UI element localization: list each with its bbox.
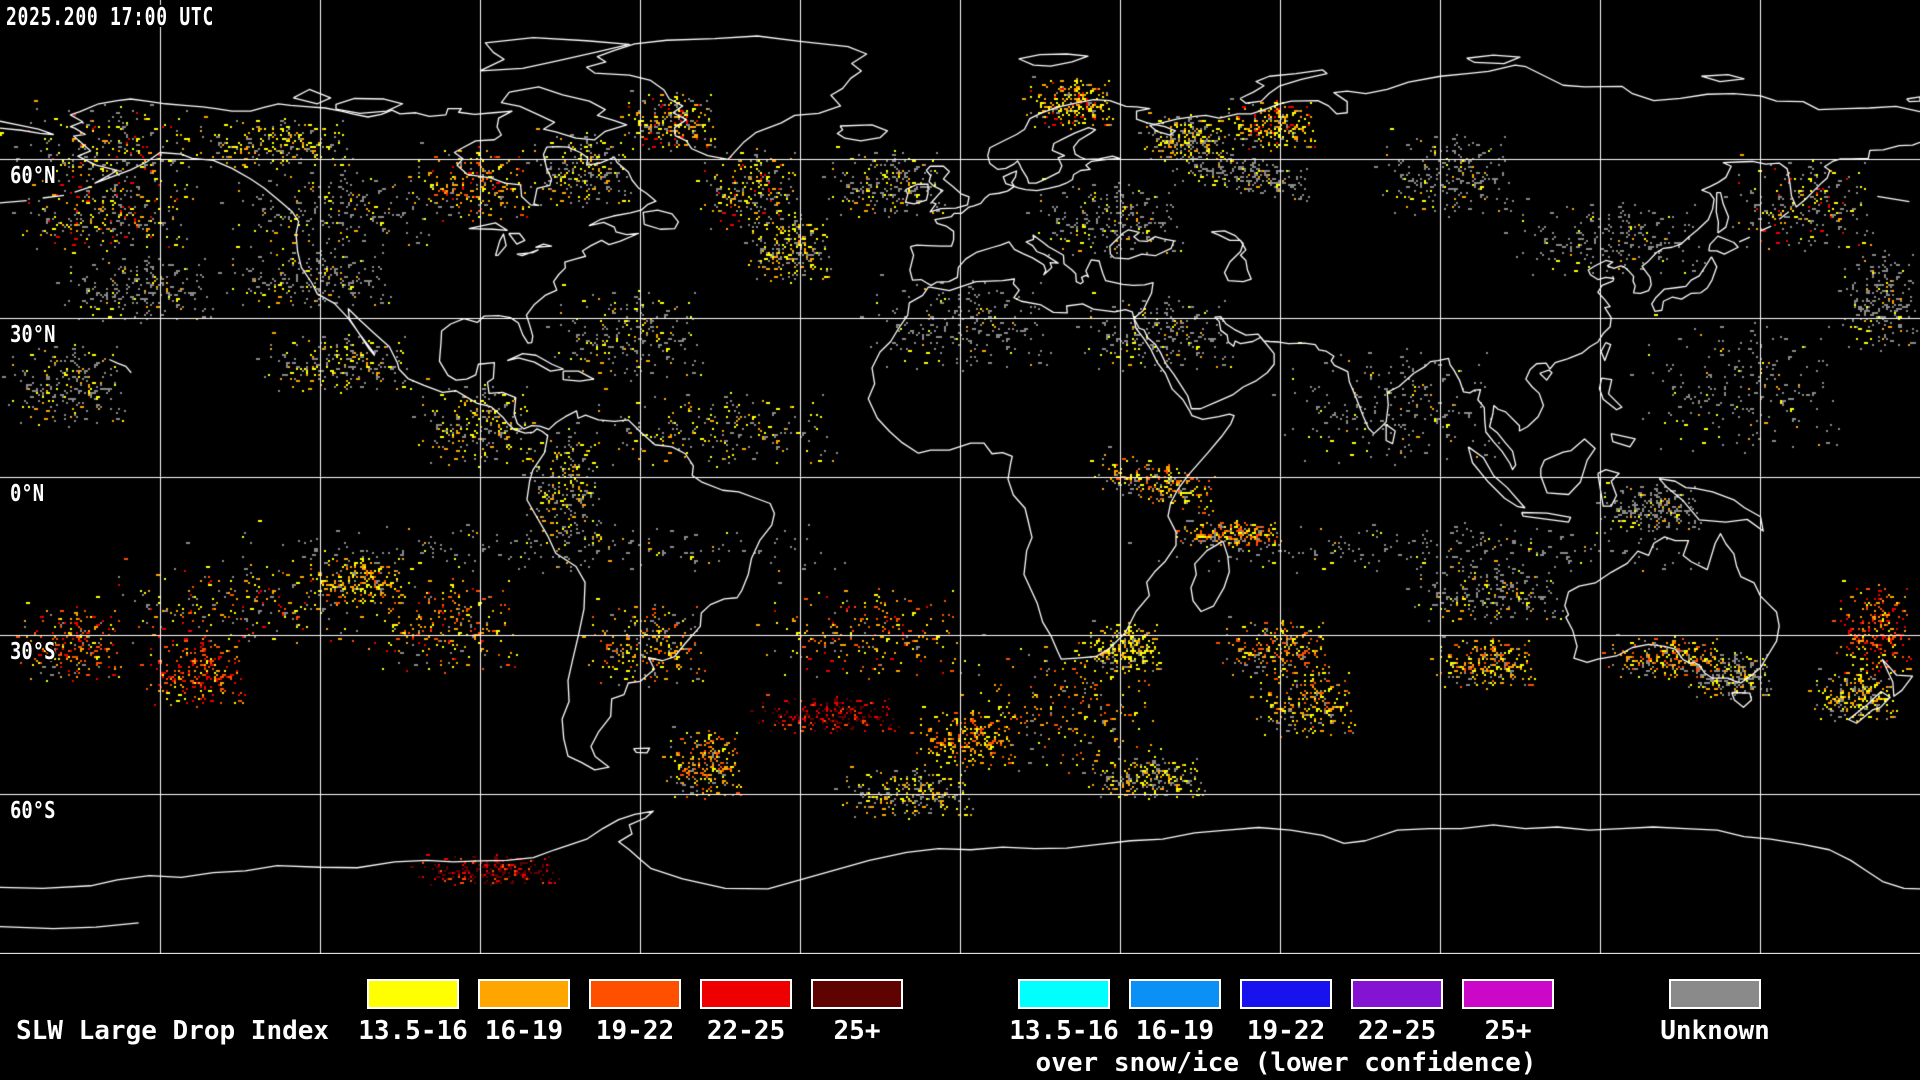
lat-label-30N: 30°N: [10, 322, 56, 348]
legend-standard-25+-label: 25+: [833, 1016, 881, 1046]
legend-snow-25+-label: 25+: [1484, 1016, 1532, 1046]
legend-standard-13.5-16-swatch: [367, 979, 459, 1009]
legend-standard-25+-swatch: [811, 979, 903, 1009]
world-map-canvas: [0, 0, 1920, 954]
legend-snow-16-19-swatch: [1129, 979, 1221, 1009]
legend-snow-16-19-item: 16-19: [1129, 979, 1221, 1046]
legend-snow-13.5-16-swatch: [1018, 979, 1110, 1009]
legend-unknown-label: Unknown: [1660, 1016, 1770, 1046]
timestamp: 2025.200 17:00 UTC: [6, 2, 215, 31]
legend-group-snow-ice: 13.5-16 16-19 19-22 22-25 25+: [1009, 979, 1554, 1046]
legend-snow-19-22-item: 19-22: [1240, 979, 1332, 1046]
legend-snow-ice-caption: over snow/ice (lower confidence): [1035, 1048, 1537, 1078]
legend-standard-16-19-swatch: [478, 979, 570, 1009]
lat-label-60N: 60°N: [10, 163, 56, 189]
legend-standard-16-19-label: 16-19: [484, 1016, 564, 1046]
legend-snow-25+-swatch: [1462, 979, 1554, 1009]
legend-standard-19-22-item: 19-22: [589, 979, 681, 1046]
lat-label-60S: 60°S: [10, 798, 56, 824]
legend-title: SLW Large Drop Index: [16, 1016, 330, 1046]
legend-unknown-swatch: [1669, 979, 1761, 1009]
legend-group-standard: 13.5-16 16-19 19-22 22-25 25+: [358, 979, 903, 1046]
legend-standard-19-22-label: 19-22: [595, 1016, 675, 1046]
legend-unknown-item: Unknown: [1660, 979, 1770, 1046]
legend-standard-13.5-16-item: 13.5-16: [358, 979, 468, 1046]
lat-label-0N: 0°N: [10, 481, 45, 507]
legend-snow-25+-item: 25+: [1462, 979, 1554, 1046]
legend-snow-19-22-label: 19-22: [1246, 1016, 1326, 1046]
legend-snow-22-25-swatch: [1351, 979, 1443, 1009]
legend-standard-13.5-16-label: 13.5-16: [358, 1016, 468, 1046]
legend-snow-13.5-16-item: 13.5-16: [1009, 979, 1119, 1046]
legend-standard-19-22-swatch: [589, 979, 681, 1009]
legend-standard-22-25-label: 22-25: [706, 1016, 786, 1046]
legend-snow-19-22-swatch: [1240, 979, 1332, 1009]
legend-standard-25+-item: 25+: [811, 979, 903, 1046]
legend-snow-16-19-label: 16-19: [1135, 1016, 1215, 1046]
legend-snow-22-25-label: 22-25: [1357, 1016, 1437, 1046]
legend-standard-22-25-swatch: [700, 979, 792, 1009]
legend-standard-22-25-item: 22-25: [700, 979, 792, 1046]
legend-snow-22-25-item: 22-25: [1351, 979, 1443, 1046]
legend-standard-16-19-item: 16-19: [478, 979, 570, 1046]
lat-label-30S: 30°S: [10, 639, 56, 665]
legend-snow-13.5-16-label: 13.5-16: [1009, 1016, 1119, 1046]
legend-item-unknown: Unknown: [1660, 979, 1770, 1046]
